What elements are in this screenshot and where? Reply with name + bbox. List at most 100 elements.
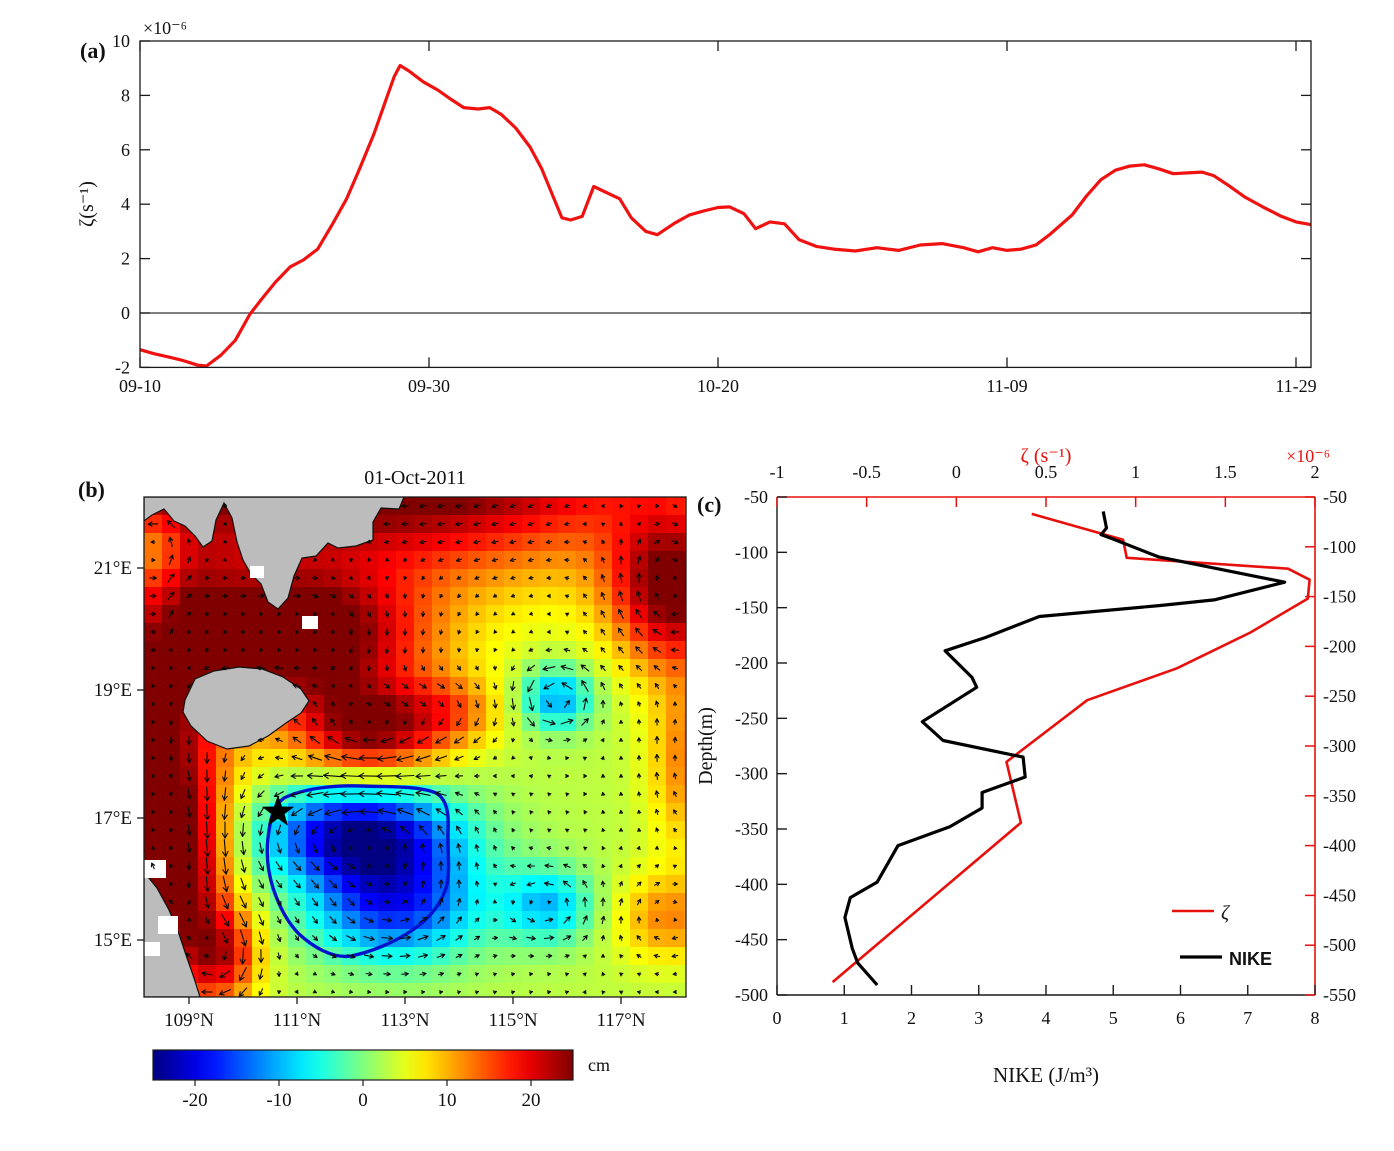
quiver-arrow-head [600,699,604,705]
ssh-cell [216,983,234,997]
colorbar-tick-label: -20 [182,1090,207,1111]
quiver-arrow-head [457,613,462,617]
quiver-arrow [346,916,356,924]
quiver-arrow-head [509,506,515,509]
quiver-arrow [439,897,443,907]
quiver-arrow-head [387,917,392,922]
y-tick-label: 8 [121,85,130,105]
quiver-arrow-head [222,851,227,857]
quiver-arrow [456,916,462,924]
quiver-arrow-head [415,775,422,780]
quiver-arrow-head [582,863,585,869]
quiver-arrow-head [565,954,570,956]
quiver-arrow-head [638,572,642,578]
quiver-arrow-head [493,722,498,727]
quiver-arrow-head [223,923,230,927]
quiver-arrow-head [637,972,641,977]
eddy-center-star [261,795,295,826]
quiver-arrow-head [635,627,638,633]
quiver-arrow-head [671,613,676,617]
quiver-arrow-head [259,903,264,907]
quiver-arrow-head [509,542,515,545]
quiver-arrow-head [674,557,678,562]
quiver-arrow-head [437,542,443,545]
quiver-arrow [417,736,429,744]
quiver-arrow-head [386,631,390,636]
quiver-arrow [436,683,446,689]
quiver-arrow [376,775,398,777]
quiver-arrow-head [455,506,460,509]
quiver-arrow [223,839,227,857]
quiver-arrow-head [491,506,497,509]
quiver-arrow-head [307,810,312,816]
quiver-arrow-head [291,754,297,757]
quiver-arrow-head [513,721,516,727]
quiver-arrow [205,895,209,909]
quiver-arrow-head [422,971,427,975]
quiver-arrow-head [406,936,411,941]
quiver-arrow-head [369,683,372,689]
quiver-arrow-head [475,631,480,634]
quiver-arrow [382,918,392,922]
quiver-arrow-head [582,880,587,884]
nodata-cell [144,942,160,956]
quiver-arrow-head [618,538,622,543]
quiver-arrow-head [670,649,676,653]
quiver-arrow-head [583,846,586,851]
quiver-arrow-head [189,812,192,818]
quiver-arrow-head [359,808,366,813]
quiver-arrow-head [331,921,337,924]
quiver-arrow-head [277,647,281,651]
quiver-arrow-head [601,505,605,508]
quiver-arrow-head [618,522,622,526]
quiver-arrow-head [327,736,331,742]
quiver-arrow [600,610,606,618]
quiver-arrow-head [602,897,606,903]
quiver-arrow [601,574,605,582]
quiver-arrow-head [636,935,639,940]
y-tick-label: 6 [121,140,130,160]
quiver-arrow-head [151,665,155,669]
quiver-arrow-head [322,791,329,796]
quiver-arrow-head [306,791,312,796]
quiver-arrow-head [405,935,411,938]
quiver-arrow-head [186,795,191,800]
quiver-arrow-head [547,774,550,779]
top-tick-label: 0 [952,462,961,482]
vorticity-line [140,63,1311,368]
quiver-arrow-head [278,972,282,977]
panel-b-title: 01-Oct-2011 [364,467,465,489]
map-y-tick-label: 15°E [94,930,132,951]
quiver-arrow-head [542,668,549,672]
ssh-cell [684,695,686,713]
quiver-arrow [274,666,284,670]
quiver-arrow-head [636,954,640,959]
quiver-arrow-head [257,739,262,743]
quiver-arrow-head [307,814,314,817]
quiver-arrow-head [260,957,264,963]
land-polygon [182,666,310,750]
quiver-arrow-head [655,917,658,923]
quiver-arrow-head [385,559,390,562]
quiver-arrow-head [187,667,191,671]
ssh-cell [684,497,686,515]
vorticity-series-group [140,63,1311,368]
quiver-arrow [564,700,570,708]
quiver-arrow-head [402,843,405,849]
quiver-arrow-head [401,505,406,509]
quiver-arrow-head [510,865,514,869]
quiver-arrow-head [455,542,460,545]
left-tick-label: -300 [735,764,768,784]
quiver-arrow-head [401,542,407,545]
quiver-arrow-head [168,648,173,651]
quiver-arrow-head [438,722,443,726]
quiver-arrow-head [188,848,192,853]
quiver-arrow [294,916,300,924]
quiver-arrow-head [206,758,210,764]
quiver-arrow [418,954,428,958]
ssh-cell [684,947,686,965]
quiver-arrow-head [170,721,174,726]
quiver-arrow-head [415,790,422,794]
quiver-arrow [259,842,263,854]
quiver-arrow-head [295,903,300,906]
